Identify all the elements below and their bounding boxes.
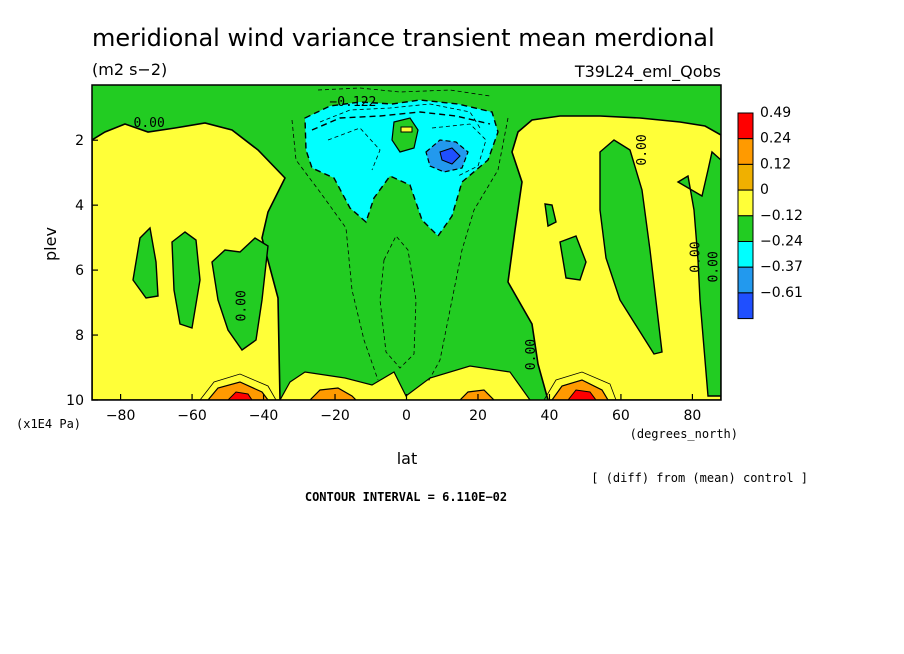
contour-label: 0.00 bbox=[235, 290, 250, 321]
colorbar-swatch bbox=[737, 241, 754, 268]
positive-bump-north bbox=[551, 379, 609, 400]
contour-label: 0.00 bbox=[134, 116, 165, 131]
y-tick-label: 10 bbox=[66, 393, 84, 409]
run-label: T39L24_eml_Qobs bbox=[574, 62, 721, 82]
contour-label: 0.00 bbox=[706, 251, 721, 282]
y-tick-label: 2 bbox=[75, 133, 84, 149]
negative-intrusion-5 bbox=[544, 203, 557, 228]
colorbar-swatch bbox=[737, 266, 754, 294]
negative-intrusion-3 bbox=[211, 237, 269, 351]
contour-label: 0.00 bbox=[635, 134, 650, 165]
negative-intrusion-7 bbox=[676, 150, 721, 397]
colorbar-swatch bbox=[737, 292, 754, 320]
negative-intrusion-1 bbox=[132, 226, 159, 299]
green-blob-center bbox=[391, 117, 419, 153]
negative-core-darkblue bbox=[439, 147, 461, 165]
colorbar-swatch bbox=[737, 112, 754, 140]
x-tick-label: 20 bbox=[469, 408, 487, 424]
x-axis-units: (degrees_north) bbox=[630, 427, 738, 441]
colorbar-swatch bbox=[737, 163, 754, 191]
y-tick-label: 8 bbox=[75, 328, 84, 344]
x-tick-label: −20 bbox=[320, 408, 350, 424]
x-axis: −80 −60 −40 −20 0 20 40 60 80 bbox=[106, 394, 701, 424]
x-tick-label: −60 bbox=[177, 408, 207, 424]
x-tick-label: 60 bbox=[612, 408, 630, 424]
positive-peak-north bbox=[567, 389, 597, 400]
colorbar: 0.49 0.24 0.12 0 −0.12 −0.24 −0.37 −0.61 bbox=[737, 105, 803, 320]
x-tick-label: 0 bbox=[402, 408, 411, 424]
colorbar-level-label: 0 bbox=[760, 182, 769, 198]
negative-intrusion-2 bbox=[171, 231, 201, 329]
positive-bump-center bbox=[309, 387, 357, 400]
positive-bump-south bbox=[207, 381, 269, 400]
y-axis-units: (x1E4 Pa) bbox=[16, 417, 81, 431]
colorbar-swatch bbox=[737, 138, 754, 165]
solid-contour-rings bbox=[199, 371, 617, 400]
contour-label: 0.00 bbox=[689, 241, 704, 272]
positive-bump-north-2 bbox=[459, 389, 495, 400]
negative-region-cyan bbox=[304, 99, 499, 238]
colorbar-level-label: 0.12 bbox=[760, 156, 791, 172]
x-tick-label: −40 bbox=[249, 408, 279, 424]
negative-intrusion-4 bbox=[559, 235, 587, 281]
x-tick-label: 40 bbox=[541, 408, 559, 424]
colorbar-level-label: −0.24 bbox=[760, 234, 803, 250]
y-axis-label: plev bbox=[41, 227, 60, 261]
units-label: (m2 s−2) bbox=[92, 60, 167, 79]
colorbar-level-label: 0.49 bbox=[760, 105, 791, 121]
chart-title: meridional wind variance transient mean … bbox=[92, 24, 715, 52]
colorbar-level-label: −0.61 bbox=[760, 285, 803, 301]
y-axis: 2 4 6 8 10 bbox=[66, 133, 98, 409]
y-tick-label: 4 bbox=[75, 198, 84, 214]
x-tick-label: 80 bbox=[683, 408, 701, 424]
dashed-contours-bold bbox=[311, 111, 491, 131]
colorbar-level-label: −0.37 bbox=[760, 259, 803, 275]
negative-intrusion-6 bbox=[599, 139, 663, 355]
x-axis-label: lat bbox=[397, 449, 418, 468]
dashed-contours bbox=[291, 87, 509, 383]
positive-peak-south bbox=[227, 391, 253, 400]
contour-interval: CONTOUR INTERVAL = 6.110E−02 bbox=[305, 490, 507, 504]
colorbar-level-label: −0.12 bbox=[760, 208, 803, 224]
footer-note: [ (diff) from (mean) control ] bbox=[591, 471, 808, 485]
colorbar-swatch bbox=[737, 189, 754, 217]
x-tick-label: −80 bbox=[106, 408, 136, 424]
small-positive-marker bbox=[400, 126, 413, 133]
y-tick-label: 6 bbox=[75, 263, 84, 279]
contour-label: −0.122 bbox=[329, 95, 376, 110]
colorbar-level-label: 0.24 bbox=[760, 131, 791, 147]
contour-label: 0.00 bbox=[524, 339, 539, 370]
colorbar-swatch bbox=[737, 215, 754, 243]
